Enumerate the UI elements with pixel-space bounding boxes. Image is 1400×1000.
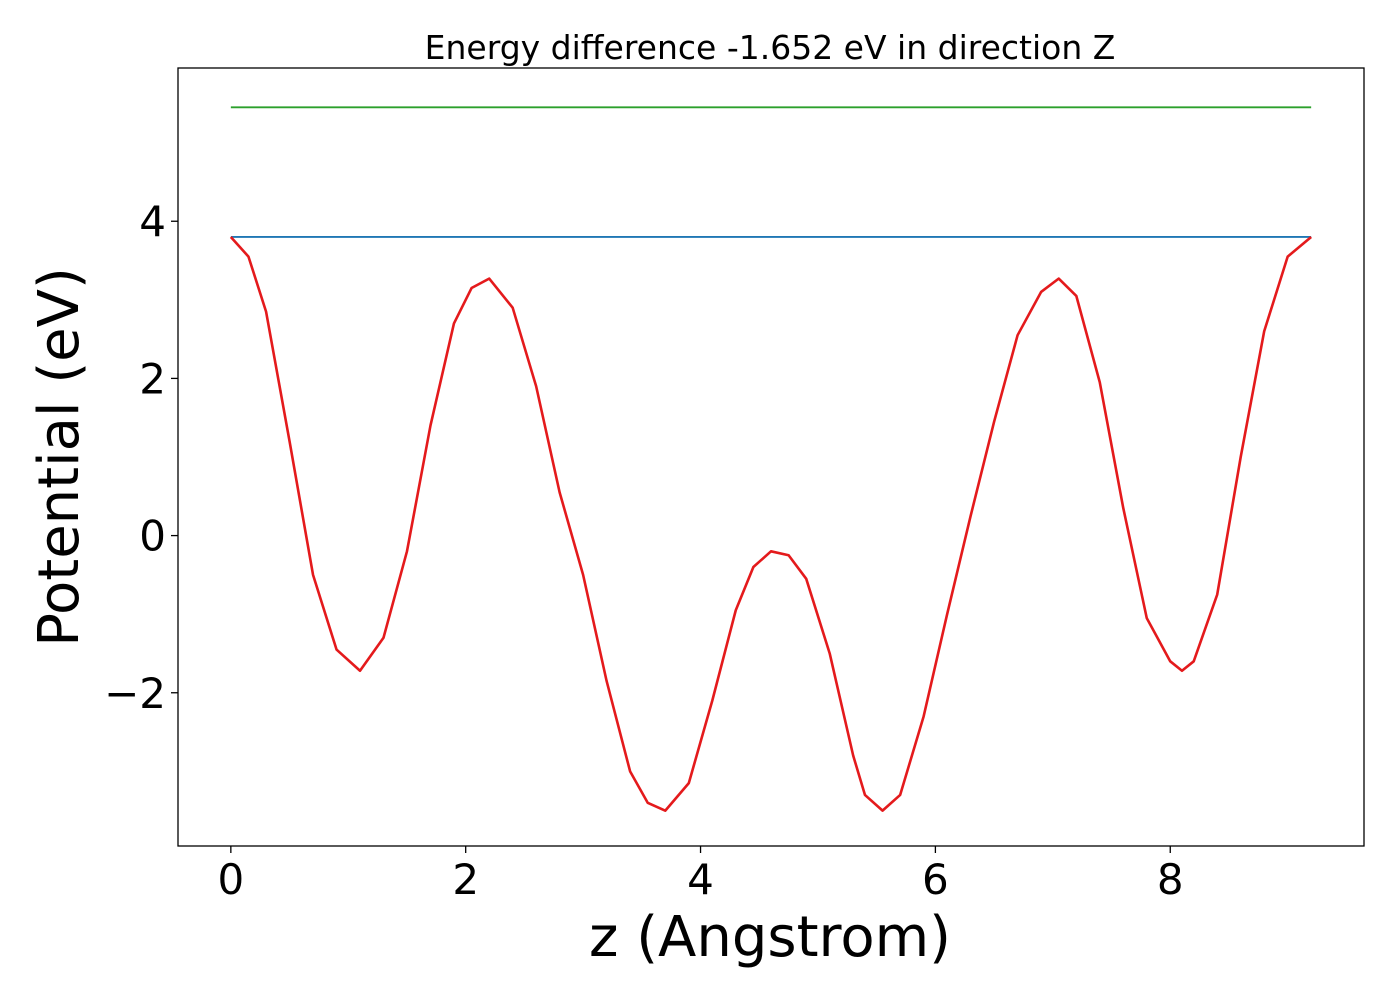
y-axis-ticks: −2 0 2 4 <box>104 197 178 718</box>
chart-title: Energy difference -1.652 eV in direction… <box>425 28 1116 67</box>
x-tick-label: 4 <box>687 855 714 904</box>
x-tick-label: 0 <box>217 855 244 904</box>
series-layer <box>229 106 1312 812</box>
x-tick-label: 2 <box>452 855 479 904</box>
x-tick-label: 8 <box>1157 855 1184 904</box>
y-tick-label: 0 <box>139 512 166 561</box>
x-tick-label: 6 <box>922 855 949 904</box>
x-axis-ticks: 0 2 4 6 8 <box>217 846 1184 904</box>
y-tick-label: 2 <box>139 354 166 403</box>
y-axis-label: Potential (eV) <box>27 267 92 647</box>
y-tick-label: 4 <box>139 197 166 246</box>
series-line-2 <box>229 235 1312 812</box>
plot-frame <box>177 67 1365 847</box>
y-tick-label: −2 <box>104 669 166 718</box>
x-axis-label: z (Angstrom) <box>589 905 951 970</box>
